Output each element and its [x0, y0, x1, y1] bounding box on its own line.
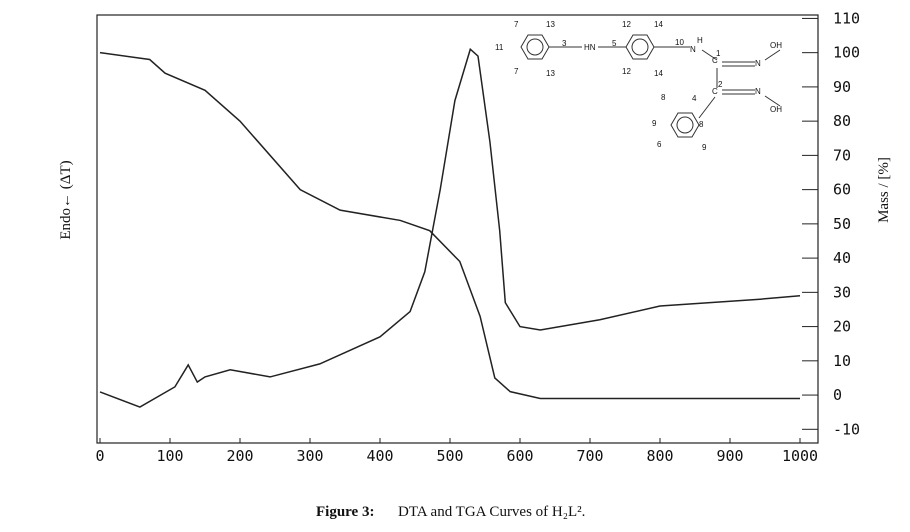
- structure-label: 6: [657, 140, 662, 149]
- structure-label: N: [755, 59, 761, 68]
- structure-label: 13: [546, 69, 555, 78]
- ring-circle: [526, 38, 544, 56]
- y2-tick-label: 80: [833, 112, 851, 130]
- plot-frame: [96, 14, 819, 444]
- y2-tick-label: 0: [833, 386, 842, 404]
- y2-tick-label: 60: [833, 181, 851, 199]
- x-tick-label: 500: [436, 447, 463, 465]
- x-tick-label: 0: [95, 447, 104, 465]
- y2-tick-label: -10: [833, 420, 860, 438]
- y2-tick-label: 70: [833, 146, 851, 164]
- structure-label: 8: [661, 93, 666, 102]
- structure-label: C: [712, 87, 718, 96]
- structure-label: 9: [702, 143, 707, 152]
- x-tick-label: 400: [366, 447, 393, 465]
- ring-circle: [631, 38, 649, 56]
- structure-label: 7: [514, 20, 519, 29]
- structure-label: 7: [514, 67, 519, 76]
- structure-label: 11: [495, 43, 504, 52]
- structure-label: N: [755, 87, 761, 96]
- y2-tick-label: 20: [833, 318, 851, 336]
- y2-tick-label: 90: [833, 78, 851, 96]
- structure-label: OH: [770, 105, 782, 114]
- y2-tick-label: 50: [833, 215, 851, 233]
- structure-label: 10: [675, 38, 684, 47]
- y2-tick-label: 30: [833, 283, 851, 301]
- data-line: [99, 47, 801, 408]
- y2-tick-label: 40: [833, 249, 851, 267]
- ring: [670, 112, 700, 138]
- structure-label: 8: [699, 120, 704, 129]
- structure-label: 12: [622, 20, 631, 29]
- chart-title: DTA and TGA Curves of H₂L².: [398, 504, 585, 520]
- structure-label: HN: [584, 43, 596, 52]
- ring: [520, 34, 550, 60]
- y-axis-label: Endo← (ΔT): [58, 160, 74, 239]
- x-tick-label: 600: [506, 447, 533, 465]
- y2-tick-label: 100: [833, 44, 860, 62]
- structure-label: C: [712, 56, 718, 65]
- structure-label: H: [697, 36, 703, 45]
- structure-label: 14: [654, 69, 663, 78]
- x-tick-label: 700: [576, 447, 603, 465]
- figure-label: Figure 3:: [316, 504, 374, 520]
- y2-tick-label: 10: [833, 352, 851, 370]
- bonds: [549, 46, 781, 119]
- structure-label: 4: [692, 94, 697, 103]
- structure-label: N: [690, 45, 696, 54]
- structure-label: 1: [716, 49, 721, 58]
- data-line: [99, 51, 800, 400]
- structure-label: 12: [622, 67, 631, 76]
- structure: [520, 34, 781, 138]
- x-tick-label: 900: [716, 447, 743, 465]
- x-tick-label: 800: [646, 447, 673, 465]
- structure-label: 3: [562, 39, 567, 48]
- x-tick-label: 300: [296, 447, 323, 465]
- structure-label: 14: [654, 20, 663, 29]
- ring-circle: [676, 116, 694, 134]
- y2-tick-label: 110: [833, 9, 860, 27]
- structure-label: 13: [546, 20, 555, 29]
- x-tick-label: 1000: [782, 447, 818, 465]
- x-tick-label: 200: [226, 447, 253, 465]
- structure-label: 9: [652, 119, 657, 128]
- structure-label: OH: [770, 41, 782, 50]
- structure-label: 5: [612, 39, 617, 48]
- structure-label: 2: [718, 80, 723, 89]
- y2-axis-label: Mass / [%]: [876, 157, 892, 223]
- x-tick-label: 100: [156, 447, 183, 465]
